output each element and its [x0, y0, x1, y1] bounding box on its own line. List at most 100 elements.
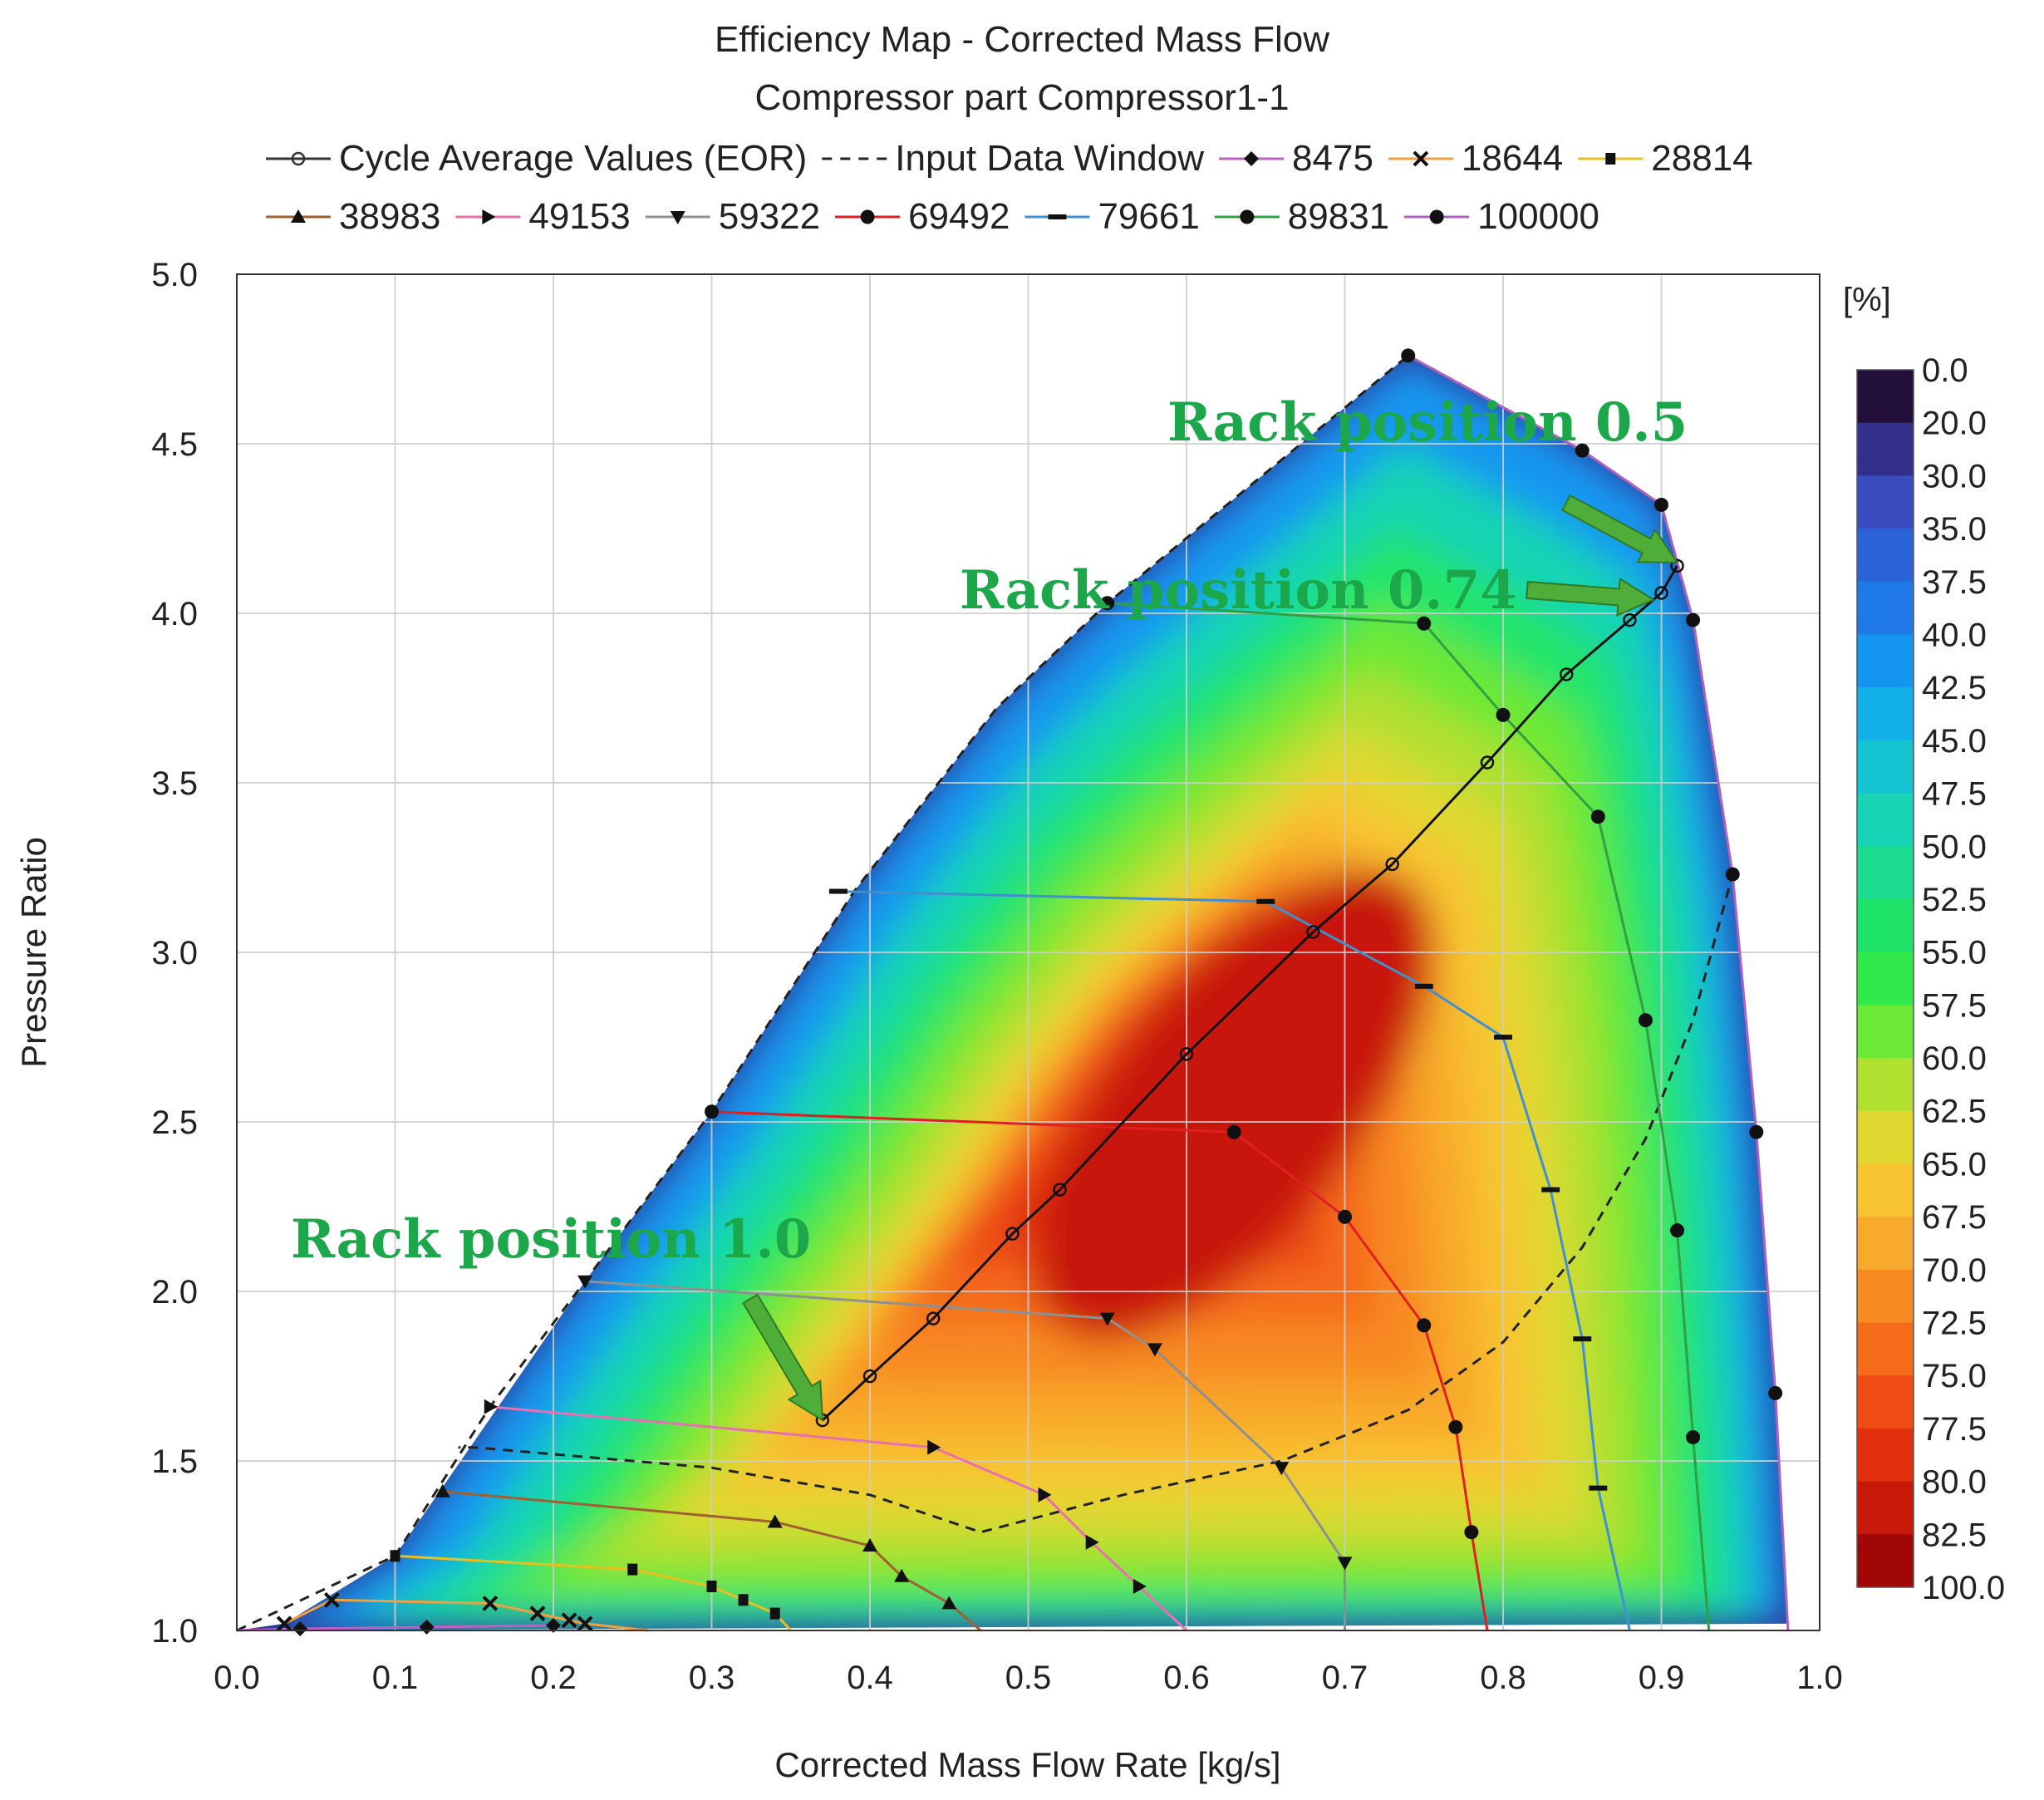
chart-subtitle: Compressor part Compressor1-1 [754, 77, 1289, 118]
speed-line-point [1099, 1312, 1115, 1326]
y-tick-label: 2.5 [151, 1104, 198, 1141]
legend-item-28814: 28814 [1578, 138, 1753, 179]
legend-item-89831: 89831 [1214, 196, 1389, 237]
legend: Cycle Average Values (EOR) Input Data Win… [266, 138, 1753, 237]
speed-line-path [584, 1280, 1346, 1630]
speed-line-38983 [435, 1483, 982, 1632]
x-tick-label: 0.8 [1480, 1660, 1526, 1696]
cycle-average-point [1005, 1227, 1020, 1241]
colorbar-label: 67.5 [1922, 1199, 1987, 1236]
colorbar-swatch [1857, 687, 1914, 741]
legend-label: Input Data Window [895, 138, 1204, 179]
cycle-average-point [1306, 925, 1320, 939]
cycle-average-path [821, 565, 1678, 1422]
cycle-average-point [1179, 1047, 1194, 1061]
legend-item-38983: 38983 [266, 196, 440, 237]
legend-label: 38983 [339, 196, 440, 237]
speed-line-point [1226, 1124, 1241, 1139]
colorbar-swatch [1857, 1217, 1914, 1271]
speed-line-point [941, 1596, 957, 1610]
speed-line-point [1038, 1487, 1052, 1502]
colorbar-swatch [1857, 422, 1914, 476]
annotation-arrow [1560, 494, 1679, 563]
colorbar-swatch [1857, 1534, 1914, 1588]
colorbar-label: 60.0 [1922, 1040, 1987, 1077]
speed-line-point [1401, 348, 1416, 363]
legend-label: 49153 [528, 196, 630, 237]
speed-line-path [838, 890, 1631, 1631]
speed-line-point [1749, 1124, 1764, 1139]
colorbar-label: 100.0 [1922, 1570, 2005, 1606]
speed-line-18644 [276, 1591, 649, 1632]
speed-line-point [561, 1612, 577, 1629]
colorbar-label: 35.0 [1922, 511, 1987, 548]
cycle-average-point [926, 1311, 941, 1325]
speed-line-point [1575, 443, 1590, 458]
cycle-average-point [862, 1369, 877, 1384]
colorbar-label: 45.0 [1922, 723, 1987, 760]
legend-marker [1048, 214, 1067, 219]
speed-line-path [1107, 602, 1711, 1631]
speed-line-path [489, 1405, 1188, 1632]
legend-item-69492: 69492 [835, 196, 1010, 237]
colorbar-label: 82.5 [1922, 1517, 1987, 1553]
contour-bands [237, 355, 1788, 1630]
y-tick-label: 5.0 [151, 257, 198, 293]
speed-line-59322 [577, 1275, 1353, 1630]
x-tick-label: 0.0 [214, 1660, 260, 1696]
speed-line-point [1464, 1525, 1479, 1540]
speed-line-point [769, 1607, 780, 1620]
speed-line-point [1494, 1035, 1512, 1040]
colorbar-swatch [1857, 793, 1914, 847]
x-axis-label: Corrected Mass Flow Rate [kg/s] [774, 1745, 1280, 1784]
colorbar: 0.0 20.0 30.0 35.0 37.5 40.0 42.5 45.0 47.5 50.0 5… [1856, 352, 2005, 1606]
colorbar-swatch [1857, 740, 1914, 794]
colorbar-swatch [1857, 1428, 1914, 1483]
x-tick-label: 1.0 [1796, 1660, 1843, 1696]
speed-line-point [1337, 1557, 1353, 1571]
speed-line-point [482, 1595, 499, 1611]
annotations: Rack position 0.5 Rack position 0.74 Rack … [291, 391, 1688, 1422]
colorbar-label: 50.0 [1922, 829, 1987, 865]
y-axis-ticks: 1.0 1.5 2.0 2.5 3.0 3.5 4.0 4.5 5.0 [151, 257, 198, 1650]
legend-item-8475: 8475 [1219, 138, 1373, 179]
x-axis-ticks: 0.0 0.1 0.2 0.3 0.4 0.5 0.6 0.7 0.8 0.9 1.0 [214, 1660, 1843, 1696]
speed-line-point [767, 1514, 783, 1528]
legend-marker [670, 211, 685, 224]
cycle-average-line [815, 558, 1684, 1428]
speed-line-point [577, 1275, 593, 1289]
speed-line-point [706, 1580, 717, 1592]
plot-frame [236, 273, 1820, 1631]
annotation-rack-position-1: Rack position 0.5 [1167, 391, 1688, 563]
legend-label: 18644 [1462, 138, 1563, 179]
speed-line-point [1725, 867, 1740, 882]
annotation-rack-position-2: Rack position 0.74 [960, 559, 1656, 622]
colorbar-label: 55.0 [1922, 935, 1987, 971]
speed-line-point [390, 1550, 400, 1562]
colorbar-label: 62.5 [1922, 1094, 1987, 1130]
colorbar-label: 42.5 [1922, 670, 1987, 706]
annotation-label: Rack position 0.74 [960, 559, 1517, 622]
speed-line-point [1541, 1187, 1560, 1193]
colorbar-label: 40.0 [1922, 617, 1987, 653]
y-tick-label: 3.5 [151, 765, 198, 802]
annotation-rack-position-3: Rack position 1.0 [291, 1208, 824, 1422]
cycle-average-point [1623, 612, 1637, 627]
speed-line-89831 [1100, 596, 1711, 1631]
colorbar-swatch [1857, 475, 1914, 529]
speed-line-point [894, 1568, 910, 1582]
legend-label: 69492 [908, 196, 1010, 237]
annotation-arrow [742, 1293, 824, 1422]
speed-line-point [828, 888, 848, 894]
legend-marker [1244, 151, 1260, 166]
legend-marker [291, 209, 306, 223]
speed-line-point [1670, 1223, 1685, 1238]
speed-line-point [1338, 1209, 1352, 1224]
x-tick-label: 0.3 [689, 1660, 735, 1696]
colorbar-swatch [1857, 529, 1914, 583]
speed-line-point [738, 1594, 749, 1606]
legend-label: 100000 [1477, 196, 1599, 237]
legend-item-input-data-window: Input Data Window [822, 138, 1204, 179]
y-tick-label: 4.0 [151, 596, 198, 632]
y-tick-label: 3.0 [151, 935, 198, 971]
